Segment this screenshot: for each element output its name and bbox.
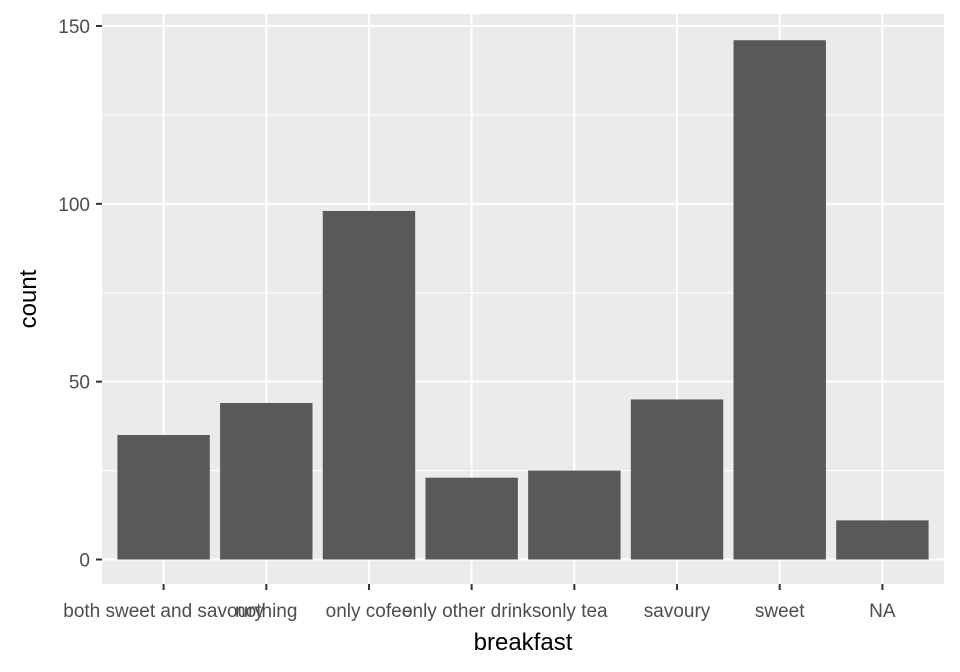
bar-na (836, 520, 929, 560)
bar-only-tea (528, 470, 621, 560)
x-tick-label: only cofee (326, 601, 413, 622)
bar-both-sweet-and-savoury (117, 435, 210, 560)
x-tick-label: savoury (644, 601, 711, 622)
x-tick-label: sweet (755, 601, 805, 622)
y-tick-label: 50 (69, 373, 90, 394)
x-axis-title: breakfast (474, 629, 573, 656)
y-tick-label: 100 (58, 195, 90, 216)
x-tick-label: NA (869, 601, 896, 622)
bar-nothing (220, 403, 313, 560)
x-tick-label: nothing (235, 601, 297, 622)
bar-savoury (630, 399, 724, 560)
x-tick-label: both sweet and savoury (63, 601, 264, 622)
x-tick-label: only tea (541, 601, 608, 622)
x-tick-label: only other drinks (402, 601, 541, 622)
y-axis-title: count (15, 269, 42, 328)
bar-only-cofee (322, 210, 416, 560)
y-tick-label: 0 (79, 551, 90, 572)
bar-only-other-drinks (425, 477, 518, 560)
bar-sweet (733, 40, 826, 560)
y-axis-ticks: 0 50 100 150 (58, 17, 102, 572)
bars (117, 40, 929, 560)
y-tick-label: 150 (58, 17, 90, 38)
